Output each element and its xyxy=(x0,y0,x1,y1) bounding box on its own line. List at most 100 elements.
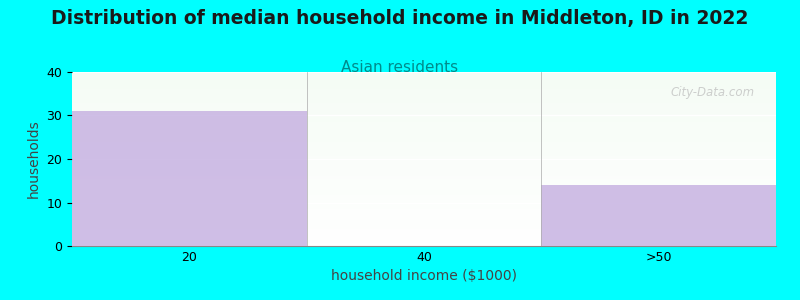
Bar xyxy=(72,134,776,135)
Bar xyxy=(72,172,776,173)
Bar xyxy=(72,212,776,213)
Bar xyxy=(72,243,776,244)
Bar xyxy=(72,206,776,207)
Bar xyxy=(72,127,776,128)
Bar xyxy=(72,240,776,241)
Bar xyxy=(72,190,776,191)
Y-axis label: households: households xyxy=(27,120,41,198)
Bar xyxy=(72,222,776,223)
Bar xyxy=(72,72,776,73)
Bar xyxy=(72,228,776,229)
Bar xyxy=(72,218,776,219)
Bar xyxy=(72,183,776,184)
Bar xyxy=(72,82,776,83)
Bar xyxy=(72,81,776,82)
Bar xyxy=(72,203,776,204)
Bar xyxy=(72,217,776,218)
Bar xyxy=(72,95,776,96)
Bar xyxy=(72,133,776,134)
Bar xyxy=(72,173,776,174)
Bar xyxy=(72,124,776,125)
Bar xyxy=(72,122,776,123)
Bar xyxy=(72,169,776,170)
Bar xyxy=(72,194,776,195)
Bar xyxy=(72,161,776,162)
Bar xyxy=(72,123,776,124)
Bar xyxy=(72,236,776,237)
Bar xyxy=(72,138,776,139)
Bar xyxy=(72,197,776,198)
Text: City-Data.com: City-Data.com xyxy=(670,86,755,99)
Bar xyxy=(72,150,776,151)
Bar xyxy=(72,107,776,108)
Bar xyxy=(72,137,776,138)
Bar xyxy=(72,229,776,230)
Bar xyxy=(72,191,776,192)
Bar xyxy=(72,175,776,176)
Bar xyxy=(72,200,776,201)
Bar xyxy=(72,112,776,113)
Bar xyxy=(72,145,776,146)
Bar xyxy=(72,221,776,222)
Bar xyxy=(72,82,776,83)
Bar xyxy=(72,199,776,200)
Bar xyxy=(72,89,776,90)
Bar xyxy=(72,189,776,190)
Bar xyxy=(72,129,776,130)
Bar xyxy=(72,219,776,220)
Bar xyxy=(72,231,776,232)
Bar xyxy=(72,192,776,193)
Text: Distribution of median household income in Middleton, ID in 2022: Distribution of median household income … xyxy=(51,9,749,28)
Bar xyxy=(72,225,776,226)
Bar xyxy=(72,135,776,136)
Bar xyxy=(72,154,776,155)
Bar xyxy=(72,163,776,164)
Bar xyxy=(72,242,776,243)
Bar xyxy=(72,102,776,103)
Bar xyxy=(72,93,776,94)
Bar xyxy=(72,174,776,175)
Bar xyxy=(72,201,776,202)
Bar xyxy=(72,121,776,122)
Bar xyxy=(72,83,776,84)
Bar xyxy=(72,202,776,203)
Bar xyxy=(72,85,776,86)
Bar xyxy=(72,75,776,76)
Bar xyxy=(72,216,776,217)
Text: Asian residents: Asian residents xyxy=(342,60,458,75)
Bar xyxy=(72,158,776,159)
Bar xyxy=(72,90,776,91)
Bar xyxy=(72,164,776,165)
Bar xyxy=(72,182,776,183)
Bar xyxy=(72,108,776,109)
Bar xyxy=(72,92,776,93)
Bar xyxy=(72,109,776,110)
Bar xyxy=(72,140,776,141)
Bar xyxy=(72,232,776,233)
Bar xyxy=(72,244,776,245)
Bar xyxy=(72,159,776,160)
Bar xyxy=(72,114,776,115)
Bar xyxy=(72,178,776,179)
Bar xyxy=(72,79,776,80)
Bar xyxy=(72,169,776,170)
Bar xyxy=(72,148,776,149)
Bar xyxy=(72,187,776,188)
Bar xyxy=(72,157,776,158)
Bar xyxy=(72,226,776,227)
Bar xyxy=(72,125,776,126)
Bar xyxy=(72,195,776,196)
Bar xyxy=(72,209,776,210)
Bar xyxy=(72,131,776,132)
Bar xyxy=(72,238,776,239)
Bar xyxy=(72,156,776,157)
Bar xyxy=(72,167,776,168)
Bar xyxy=(72,193,776,194)
Bar xyxy=(72,132,776,133)
Bar xyxy=(72,237,776,238)
Bar xyxy=(72,214,776,215)
Bar xyxy=(72,160,776,161)
Bar xyxy=(72,186,776,187)
Bar xyxy=(72,185,776,186)
Bar xyxy=(72,100,776,101)
